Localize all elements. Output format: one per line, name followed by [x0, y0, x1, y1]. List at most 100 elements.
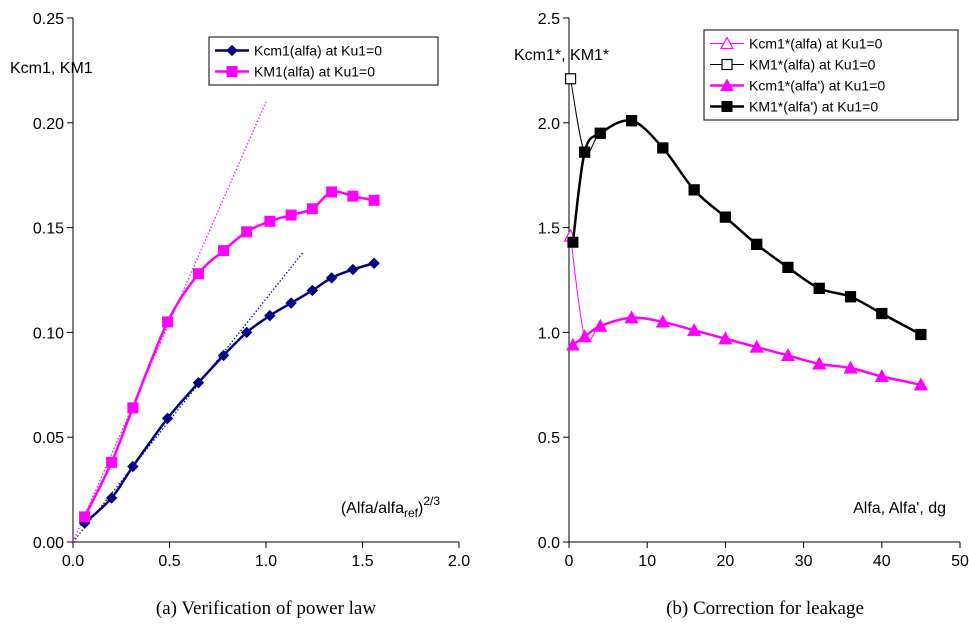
- series-line: [572, 316, 922, 387]
- data-point: [368, 257, 380, 269]
- legend: Kcm1(alfa) at Ku1=0 KM1(alfa) at Ku1=0: [208, 36, 439, 86]
- legend-marker: [226, 44, 238, 57]
- data-point: [719, 211, 731, 223]
- data-point: [718, 331, 733, 345]
- data-point: [192, 268, 204, 280]
- data-point: [781, 348, 795, 361]
- data-point: [843, 360, 858, 374]
- data-point: [285, 209, 297, 221]
- data-point: [285, 297, 297, 309]
- legend-label: KM1*(alfa') at Ku1=0: [749, 99, 878, 115]
- data-point: [782, 261, 794, 273]
- data-point: [564, 73, 577, 85]
- data-point: [264, 215, 276, 227]
- legend-marker: [721, 58, 733, 71]
- x-axis-label-sup: 2/3: [423, 494, 440, 508]
- y-tick-label: 0.25: [33, 11, 64, 28]
- series-line: [570, 235, 922, 386]
- x-axis-label: Alfa, Alfa', dg: [853, 500, 946, 517]
- x-tick-label: 20: [717, 553, 735, 570]
- legend-marker: [226, 66, 238, 77]
- legend-box: [703, 29, 959, 121]
- series-line: [83, 190, 375, 518]
- data-point: [106, 456, 118, 468]
- series-3: [567, 115, 927, 340]
- x-tick-label: 10: [638, 553, 656, 570]
- x-tick-label: 0: [565, 553, 574, 570]
- data-point: [567, 236, 579, 248]
- y-tick-label: 1.5: [538, 221, 560, 238]
- data-point: [217, 349, 230, 362]
- data-point: [241, 226, 253, 238]
- chart-caption: (a) Verification of power law: [156, 598, 376, 619]
- y-axis-label: Kcm1*, KM1*: [514, 47, 609, 64]
- y-tick-label: 0.5: [538, 430, 560, 447]
- series-0: [563, 228, 928, 391]
- data-point: [127, 402, 139, 414]
- data-point: [751, 238, 763, 250]
- y-tick-label: 2.5: [538, 11, 560, 28]
- data-point: [687, 323, 701, 336]
- legend: Kcm1*(alfa) at Ku1=0 KM1*(alfa) at Ku1=0 K…: [703, 29, 959, 121]
- data-point: [812, 356, 827, 370]
- data-point: [914, 377, 928, 391]
- data-point: [162, 316, 174, 328]
- x-tick-label: 0.5: [158, 553, 180, 570]
- chart-leakage-correction: 0.0 0.5 1.0 1.5 2.0 2.5 0 10 20 30 40 50 Kcm1*, KM1*…: [514, 11, 969, 619]
- series-1: [79, 186, 380, 523]
- x-tick-label: 40: [873, 553, 891, 570]
- chart-power-law: 0.00 0.05 0.10 0.15 0.20 0.25 0.0 0.5 1.0 1.5 2.0 K…: [10, 11, 470, 619]
- legend-marker: [721, 101, 733, 112]
- chart-caption: (b) Correction for leakage: [666, 598, 864, 619]
- data-point: [306, 203, 318, 215]
- data-point: [655, 314, 670, 328]
- x-axis-label-base: (Alfa/alfa: [341, 500, 404, 517]
- data-point: [325, 272, 338, 284]
- data-point: [594, 127, 606, 139]
- x-tick-label: 50: [951, 553, 969, 570]
- legend-marker: [720, 78, 734, 91]
- series-2: [566, 310, 928, 391]
- data-point: [347, 263, 359, 276]
- legend-label: KM1(alfa) at Ku1=0: [254, 64, 375, 80]
- data-point: [579, 146, 591, 158]
- data-point: [127, 460, 139, 473]
- legend-label: KM1*(alfa) at Ku1=0: [749, 57, 876, 73]
- x-axis-label-tail: ): [418, 500, 423, 517]
- x-tick-label: 2.0: [448, 553, 470, 570]
- data-point: [845, 291, 857, 303]
- data-point: [657, 142, 669, 154]
- data-point: [577, 329, 592, 343]
- data-point: [161, 412, 174, 425]
- legend-label: Kcm1(alfa) at Ku1=0: [254, 43, 382, 59]
- y-tick-label: 0.0: [538, 535, 560, 552]
- data-point: [813, 282, 825, 294]
- y-tick-label: 0.20: [33, 116, 64, 133]
- legend-marker: [719, 36, 735, 50]
- data-point: [347, 190, 359, 202]
- data-point: [876, 308, 888, 320]
- x-axis-label-sub: ref: [404, 506, 419, 520]
- data-point: [593, 319, 608, 332]
- data-point: [749, 340, 764, 353]
- data-point: [240, 326, 253, 339]
- y-tick-label: 0.15: [33, 221, 64, 238]
- data-point: [326, 186, 338, 198]
- data-point: [915, 328, 927, 340]
- data-point: [218, 245, 230, 257]
- x-tick-label: 1.0: [255, 553, 277, 570]
- legend-label: Kcm1*(alfa) at Ku1=0: [749, 36, 883, 52]
- legend-box: [208, 36, 439, 86]
- y-tick-label: 1.0: [538, 325, 560, 342]
- y-tick-label: 2.0: [538, 116, 560, 133]
- data-point: [624, 310, 639, 324]
- data-point: [874, 369, 889, 382]
- series-line: [571, 119, 922, 336]
- x-tick-label: 30: [795, 553, 813, 570]
- data-point: [264, 309, 276, 322]
- data-point: [192, 376, 205, 389]
- legend-label: Kcm1*(alfa') at Ku1=0: [749, 78, 885, 94]
- y-axis-label: Kcm1, KM1: [10, 60, 93, 77]
- data-point: [79, 511, 91, 523]
